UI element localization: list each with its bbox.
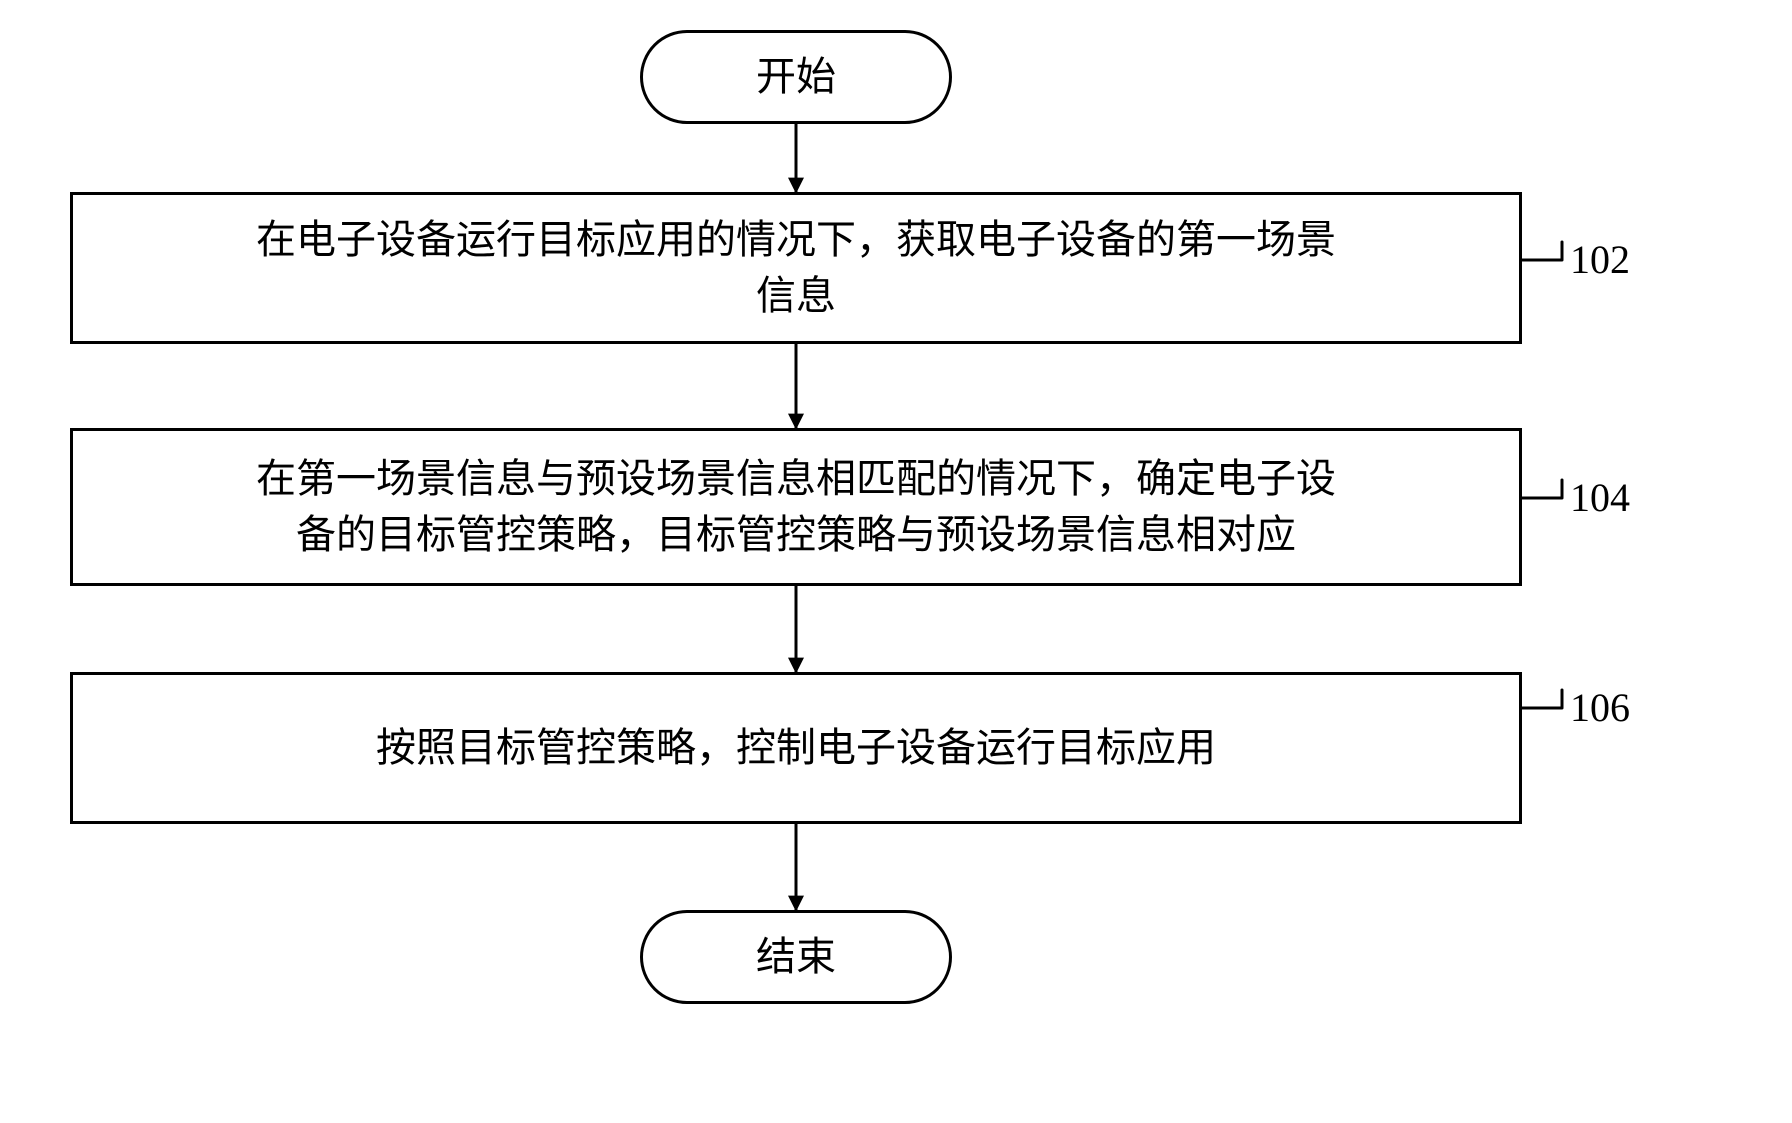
- node-s106: 按照目标管控策略，控制电子设备运行目标应用: [70, 672, 1522, 824]
- step-label-102: 102: [1570, 236, 1630, 283]
- node-s102: 在电子设备运行目标应用的情况下，获取电子设备的第一场景 信息: [70, 192, 1522, 344]
- flowchart-canvas: 开始在电子设备运行目标应用的情况下，获取电子设备的第一场景 信息在第一场景信息与…: [0, 0, 1792, 1123]
- node-text: 在第一场景信息与预设场景信息相匹配的情况下，确定电子设 备的目标管控策略，目标管…: [256, 451, 1336, 563]
- step-label-104: 104: [1570, 474, 1630, 521]
- node-start: 开始: [640, 30, 952, 124]
- step-label-106: 106: [1570, 684, 1630, 731]
- node-text: 开始: [756, 49, 836, 105]
- node-s104: 在第一场景信息与预设场景信息相匹配的情况下，确定电子设 备的目标管控策略，目标管…: [70, 428, 1522, 586]
- node-text: 按照目标管控策略，控制电子设备运行目标应用: [376, 720, 1216, 776]
- node-text: 结束: [756, 929, 836, 985]
- node-end: 结束: [640, 910, 952, 1004]
- node-text: 在电子设备运行目标应用的情况下，获取电子设备的第一场景 信息: [256, 212, 1336, 324]
